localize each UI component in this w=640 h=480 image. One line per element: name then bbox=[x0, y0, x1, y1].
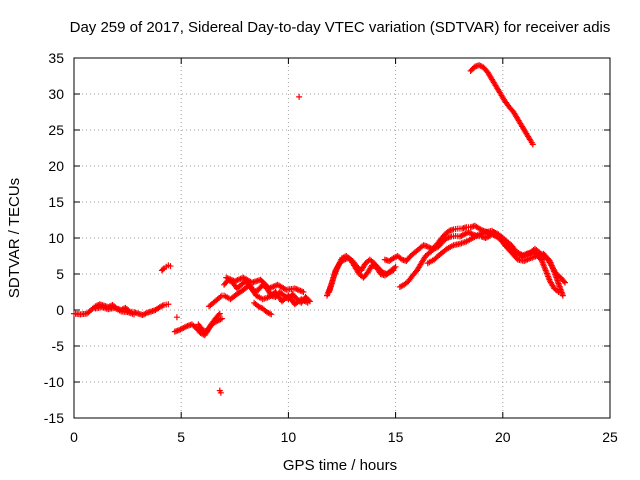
y-tick-label: -15 bbox=[44, 410, 64, 426]
data-point bbox=[304, 299, 311, 306]
x-tick-label: 5 bbox=[177, 429, 185, 445]
x-tick-label: 25 bbox=[602, 429, 618, 445]
data-point bbox=[561, 279, 568, 286]
data-points bbox=[71, 62, 568, 396]
data-point bbox=[167, 263, 174, 270]
y-tick-label: 10 bbox=[48, 230, 64, 246]
x-axis: 0 5 10 15 20 25 bbox=[70, 58, 618, 445]
y-tick-label: 25 bbox=[48, 122, 64, 138]
y-tick-label: 20 bbox=[48, 158, 64, 174]
data-point-interp bbox=[560, 278, 567, 285]
data-point bbox=[131, 311, 138, 318]
data-point-interp bbox=[477, 62, 484, 69]
y-axis-label: SDTVAR / TECUs bbox=[6, 178, 23, 298]
y-tick-label: -5 bbox=[52, 338, 65, 354]
data-point bbox=[216, 310, 223, 317]
y-tick-label: 5 bbox=[56, 266, 64, 282]
y-axis: -15 -10 -5 0 5 10 15 20 25 30 35 bbox=[44, 50, 610, 426]
grid-lines bbox=[74, 58, 610, 418]
y-tick-label: -10 bbox=[44, 374, 64, 390]
x-tick-label: 10 bbox=[281, 429, 297, 445]
data-point bbox=[392, 263, 399, 270]
x-axis-label: GPS time / hours bbox=[283, 457, 397, 474]
data-point-interp bbox=[215, 311, 222, 318]
data-point bbox=[173, 314, 180, 321]
data-point bbox=[300, 289, 307, 295]
chart-title: Day 259 of 2017, Sidereal Day-to-day VTE… bbox=[70, 19, 611, 36]
y-tick-label: 35 bbox=[48, 50, 64, 66]
data-point bbox=[217, 389, 224, 396]
data-point bbox=[268, 311, 275, 318]
data-point-interp bbox=[159, 266, 166, 273]
y-tick-label: 30 bbox=[48, 86, 64, 102]
data-point bbox=[218, 315, 225, 322]
y-tick-label: 0 bbox=[56, 302, 64, 318]
data-point bbox=[165, 301, 172, 308]
data-point bbox=[390, 267, 397, 274]
y-tick-label: 15 bbox=[48, 194, 64, 210]
x-tick-label: 0 bbox=[70, 429, 78, 445]
x-tick-label: 15 bbox=[388, 429, 404, 445]
data-point bbox=[529, 141, 536, 148]
x-tick-label: 20 bbox=[495, 429, 511, 445]
data-point bbox=[296, 93, 303, 100]
data-point bbox=[559, 292, 566, 299]
